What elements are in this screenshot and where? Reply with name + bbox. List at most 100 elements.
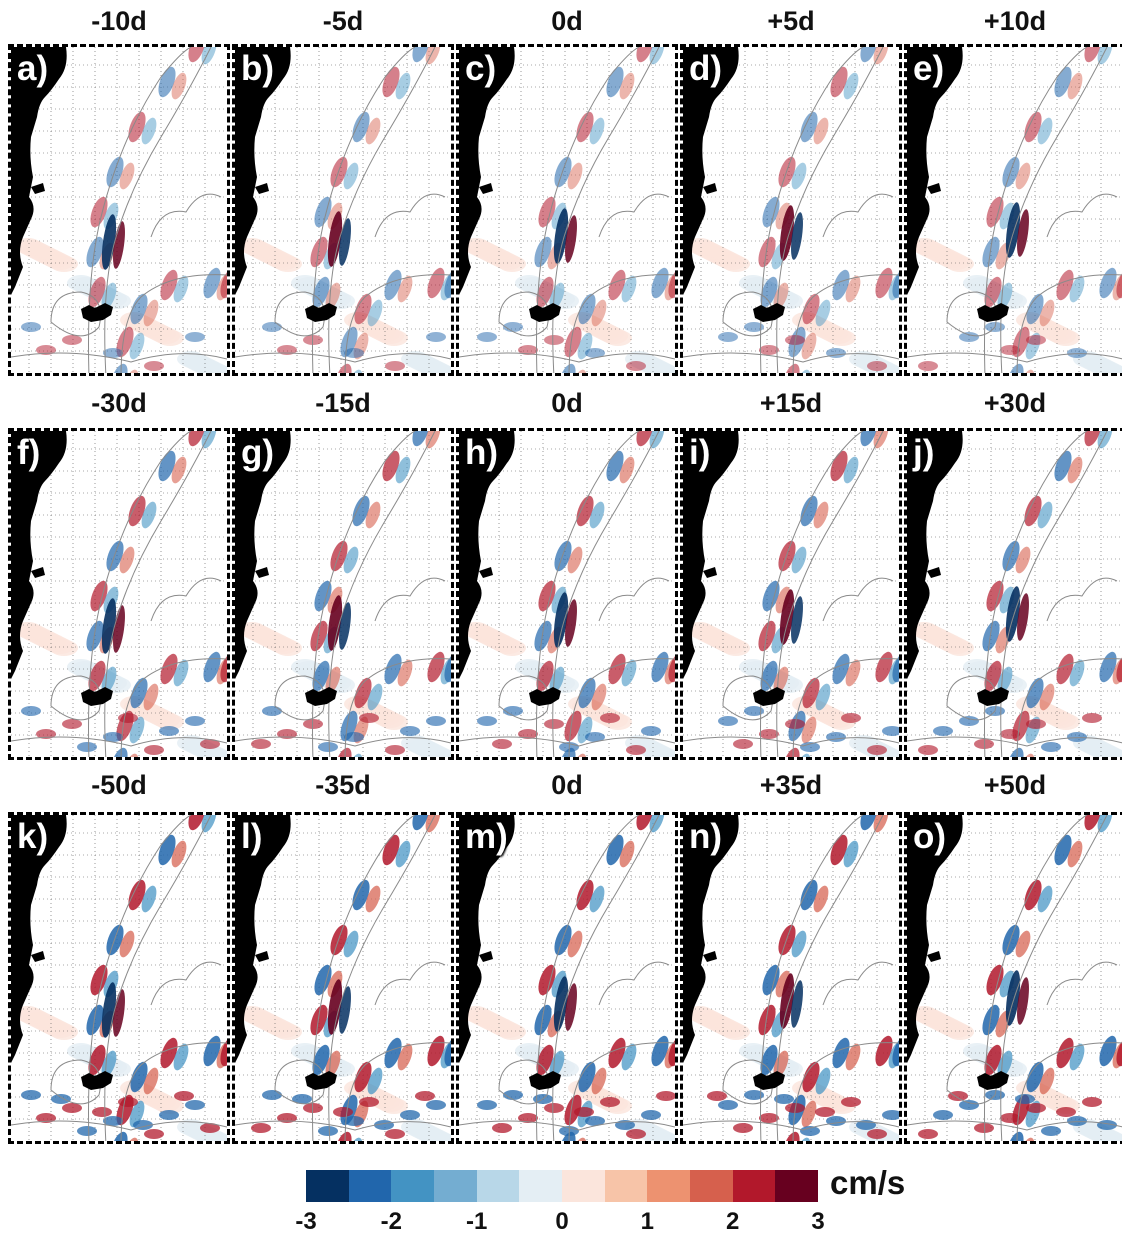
panel-title: -50d [91, 770, 147, 800]
anomaly-blob [577, 716, 593, 744]
anomaly-blob [177, 1119, 205, 1135]
contour-line [598, 577, 670, 622]
contour-line [907, 352, 1122, 363]
contour-line [120, 658, 227, 757]
anomaly-blob [626, 361, 646, 371]
anomaly-blob [327, 979, 343, 1035]
anomaly-blob [339, 218, 351, 266]
anomaly-blob [779, 973, 795, 1029]
coast-inlet [31, 951, 45, 962]
anomaly-blob [536, 276, 554, 308]
anomaly-blob [558, 1131, 576, 1141]
bathymetry-contours [907, 815, 1122, 1141]
anomaly-blob [1026, 1103, 1046, 1113]
anomaly-blob [762, 964, 780, 996]
anomaly-blob [203, 1035, 221, 1067]
bathymetry-contours [459, 47, 675, 373]
anomaly-band [477, 815, 675, 1141]
anomaly-blob [621, 275, 637, 303]
contour-line [984, 815, 1088, 1141]
anomaly-blob [718, 716, 738, 726]
falkland-islands [753, 687, 785, 706]
anomaly-blob [759, 729, 779, 739]
map-canvas [235, 815, 451, 1141]
anomaly-blob [277, 345, 297, 355]
panel-title: -35d [315, 770, 371, 800]
anomaly-blob [220, 651, 227, 683]
anomaly-blob [130, 1061, 148, 1093]
anomaly-blob [758, 1004, 776, 1036]
contour-line [88, 815, 192, 1141]
anomaly-blob [1099, 651, 1117, 683]
anomaly-blob [397, 659, 413, 687]
anomaly-blob [707, 1091, 727, 1101]
anomaly-blob [1041, 1126, 1061, 1136]
anomaly-blob [1082, 1097, 1102, 1107]
map-panel: j) [904, 428, 1122, 760]
anomaly-blob [668, 1035, 675, 1067]
coast-inlet [479, 183, 493, 194]
anomaly-blob [1000, 1113, 1020, 1123]
anomaly-blob [174, 1091, 194, 1101]
anomaly-blob [103, 1116, 123, 1126]
south-america-landmass [907, 431, 963, 679]
contour-line [683, 352, 899, 363]
anomaly-blob [171, 840, 187, 868]
anomaly-blob [203, 651, 221, 683]
contour-line [344, 274, 451, 373]
anomaly-blob [564, 710, 582, 742]
panel-title: +10d [983, 6, 1047, 36]
contour-line [235, 1120, 451, 1131]
anomaly-blob [589, 501, 605, 529]
anomaly-blob [367, 299, 383, 327]
map-grid [907, 47, 1122, 373]
contour-line [344, 1042, 451, 1141]
anomaly-blob [101, 982, 117, 1038]
anomaly-blob [744, 1090, 764, 1100]
coast-inlet [255, 183, 269, 194]
colorbar-bin [434, 1170, 477, 1202]
bathymetry-contours [683, 815, 899, 1141]
anomaly-blob [918, 745, 938, 755]
bathymetry-contours [459, 815, 675, 1141]
colorbar-bin [775, 1170, 819, 1202]
panel-title: -5d [322, 6, 364, 36]
anomaly-blob [759, 345, 779, 355]
anomaly-blob [36, 729, 56, 739]
anomaly-blob [262, 322, 282, 332]
anomaly-blob [565, 215, 577, 263]
anomaly-blob [882, 1110, 899, 1120]
anomaly-blob [503, 1090, 523, 1100]
anomaly-blob [352, 879, 370, 911]
anomaly-blob [536, 660, 554, 692]
anomaly-blob [401, 735, 429, 751]
contour-line [552, 431, 660, 757]
south-america-landmass [11, 815, 67, 1063]
contour-line [568, 274, 675, 373]
anomaly-blob [621, 1043, 637, 1071]
anomaly-blob [477, 716, 497, 726]
anomaly-blob [277, 729, 297, 739]
anomaly-blob [200, 739, 220, 749]
anomaly-blob [875, 1035, 893, 1067]
anomaly-blob [77, 742, 97, 752]
anomaly-blob [815, 1107, 835, 1117]
contour-line [1016, 658, 1122, 757]
contour-line [11, 736, 227, 747]
falkland-islands [305, 687, 337, 706]
map-panel: i) [680, 428, 902, 760]
contour-line [598, 961, 670, 1006]
anomaly-blob [1006, 363, 1024, 373]
anomaly-blob [382, 450, 400, 482]
anomaly-blob [826, 348, 846, 358]
contour-line [274, 291, 325, 337]
anomaly-blob [352, 111, 370, 143]
anomaly-band [477, 431, 675, 757]
anomaly-blob [982, 620, 1000, 652]
anomaly-blob [860, 47, 878, 63]
anomaly-blob [220, 1035, 227, 1067]
anomaly-blob [518, 1113, 538, 1123]
anomaly-blob [1069, 275, 1085, 303]
anomaly-blob [86, 1004, 104, 1036]
anomaly-blob [974, 739, 994, 749]
